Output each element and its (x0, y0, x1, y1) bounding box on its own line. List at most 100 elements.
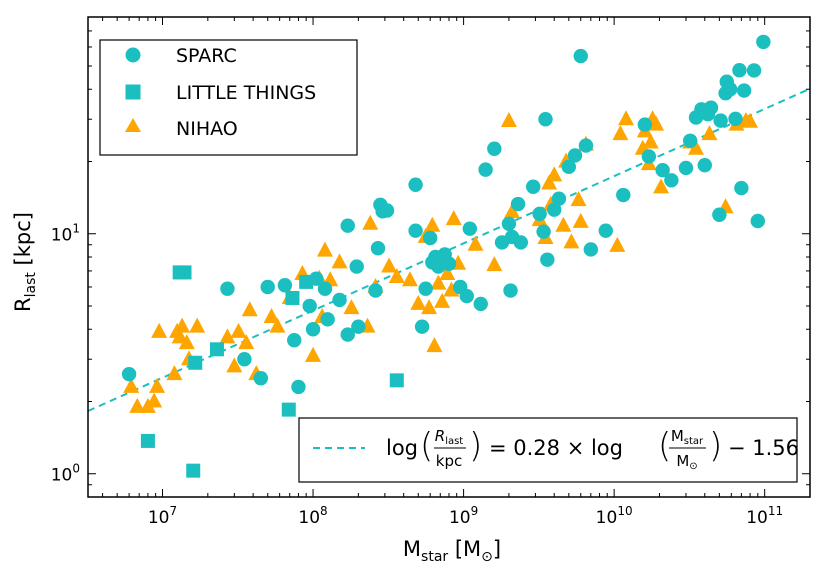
svg-text:Mstar [M⊙]: Mstar [M⊙] (403, 537, 501, 565)
nihao-point (410, 294, 427, 310)
y-axis-label: Rlast [kpc] (11, 212, 39, 312)
nihao-point (331, 253, 348, 269)
sparc-point (462, 221, 478, 236)
little-things-point (177, 265, 192, 280)
x-tick-label-exp: 9 (471, 504, 479, 518)
y-label-sub: last (23, 272, 39, 298)
sparc-point (682, 133, 698, 148)
svg-text:Rlast [kpc]: Rlast [kpc] (11, 212, 39, 312)
sparc-point (501, 216, 517, 232)
sparc-point (573, 48, 588, 64)
fit-eq-paren-close-1: ) (469, 426, 482, 466)
y-tick-label-base: 10 (51, 226, 73, 246)
nihao-point (500, 111, 517, 127)
fit-eq-log1: log (386, 436, 418, 460)
sparc-point (441, 256, 457, 271)
x-tick-label-base: 10 (298, 508, 320, 528)
y-tick-label-exp: 0 (72, 462, 80, 476)
nihao-point (439, 264, 456, 280)
little-things-point (285, 290, 300, 305)
sparc-point (277, 278, 293, 293)
nihao-point (609, 236, 626, 252)
nihao-point (171, 328, 188, 344)
sparc-point (697, 158, 712, 173)
nihao-point (269, 317, 286, 333)
fit-eq-m-num-sub: star (684, 436, 704, 447)
nihao-point (146, 392, 163, 408)
x-tick-label-base: 10 (746, 508, 768, 528)
sparc-point (746, 63, 762, 78)
nihao-point (653, 178, 670, 194)
little-things-point (281, 402, 296, 417)
svg-text:M⊙: M⊙ (676, 452, 697, 472)
legend-label-sparc: SPARC (176, 45, 237, 67)
fit-eq-m-den: M (676, 452, 689, 470)
sparc-point (536, 224, 551, 239)
fit-eq-r-den: kpc (436, 452, 462, 470)
nihao-point (305, 346, 322, 362)
nihao-point (238, 334, 255, 350)
sparc-point (379, 203, 395, 218)
little-things-point (209, 342, 224, 357)
sparc-point (351, 319, 366, 334)
sparc-point (538, 112, 553, 127)
nihao-point (381, 257, 398, 273)
x-label-unit-open: [M (448, 537, 481, 561)
nihao-point (424, 216, 441, 232)
sparc-point (583, 242, 599, 257)
sparc-point (309, 271, 324, 286)
little-things-point (186, 463, 201, 478)
fit-eq-m-num: M (671, 427, 684, 445)
nihao-point (504, 203, 521, 219)
svg-text:Mstar: Mstar (671, 427, 704, 447)
sparc-point (734, 180, 749, 196)
nihao-point (129, 397, 146, 413)
y-tick-label-base: 10 (51, 466, 73, 486)
sparc-point (287, 333, 302, 348)
fit-legend: log ( Rlast kpc ) = 0.28 × log ( Mstar M… (298, 417, 799, 483)
nihao-point (701, 125, 718, 141)
sparc-point (722, 82, 738, 97)
x-tick-label-exp: 11 (768, 504, 783, 518)
nihao-point (149, 377, 166, 393)
fit-eq-mid: = 0.28 × log (489, 436, 623, 460)
nihao-point (151, 322, 168, 338)
nihao-point (570, 191, 587, 207)
sparc-point (340, 218, 355, 233)
nihao-point (642, 133, 659, 149)
sparc-point (291, 379, 306, 395)
x-label-unit-close: ] (493, 537, 501, 561)
sparc-point (121, 366, 137, 382)
sparc-point (750, 213, 765, 229)
sparc-point (540, 252, 555, 267)
sparc-point (637, 117, 653, 132)
nihao-point (388, 268, 405, 284)
nihao-point (648, 115, 665, 131)
nihao-point (226, 357, 243, 373)
sparc-point (510, 196, 526, 212)
fit-eq-tail: − 1.56 (728, 436, 799, 460)
sparc-point (578, 138, 594, 153)
sparc-point (220, 281, 235, 296)
nihao-point (166, 365, 183, 381)
fit-eq-m-den-sub: ⊙ (689, 461, 697, 472)
nihao-point (445, 210, 462, 226)
sparc-point (551, 191, 567, 206)
x-axis-label: Mstar [M⊙] (403, 537, 501, 565)
x-tick-label-exp: 8 (320, 504, 328, 518)
sparc-point (317, 281, 333, 296)
x-tick-label: 1011 (746, 504, 783, 528)
x-tick-label-base: 10 (449, 508, 471, 528)
sparc-point (561, 159, 577, 175)
fit-eq-r-num: R (435, 427, 445, 445)
nihao-point (430, 274, 447, 290)
sparc-point (414, 319, 430, 334)
fit-eq-paren-open-2: ( (658, 426, 671, 466)
fit-eq-r-num-sub: last (445, 436, 463, 447)
legend: SPARC LITTLE THINGS NIHAO (99, 39, 358, 156)
legend-label-nihao: NIHAO (176, 118, 238, 140)
sparc-point (349, 259, 364, 274)
points-layer (121, 34, 771, 478)
x-label-main: M (403, 537, 421, 561)
nihao-point (541, 174, 558, 190)
